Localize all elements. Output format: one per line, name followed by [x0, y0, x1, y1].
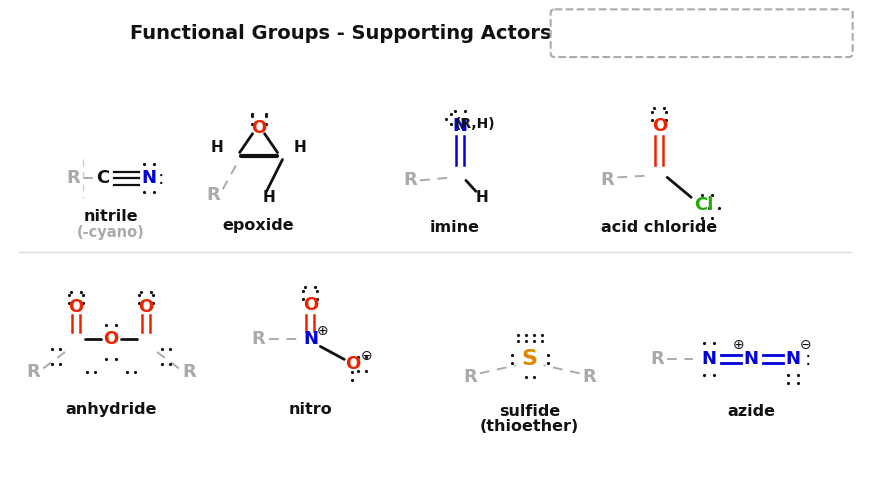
- Text: ⊕: ⊕: [733, 338, 744, 353]
- Text: R: R: [650, 350, 663, 369]
- Text: Cl: Cl: [693, 196, 713, 214]
- Text: O: O: [651, 117, 667, 135]
- Text: N: N: [785, 350, 799, 369]
- Text: N: N: [302, 330, 317, 349]
- Text: sulfide: sulfide: [499, 404, 560, 419]
- Text: imine: imine: [429, 220, 480, 235]
- Text: N: N: [700, 350, 716, 369]
- Text: C: C: [96, 170, 109, 187]
- Text: epoxide: epoxide: [222, 218, 294, 233]
- Text: Functional Groups - Supporting Actors: Functional Groups - Supporting Actors: [129, 24, 550, 43]
- Text: (-cyano): (-cyano): [77, 225, 145, 240]
- Text: R: R: [66, 170, 80, 187]
- Text: H: H: [475, 190, 488, 205]
- Text: R: R: [600, 172, 614, 189]
- Text: acid chloride: acid chloride: [600, 220, 717, 235]
- Text: R: R: [462, 368, 476, 386]
- Text: R: R: [402, 172, 416, 189]
- Text: N: N: [743, 350, 758, 369]
- Text: :: :: [804, 350, 810, 369]
- Text: R: R: [182, 363, 196, 381]
- FancyBboxPatch shape: [550, 9, 852, 57]
- Text: ⊕: ⊕: [316, 323, 328, 338]
- Text: R: R: [569, 24, 581, 42]
- Text: anhydride: anhydride: [65, 402, 156, 417]
- Text: nitro: nitro: [289, 402, 332, 417]
- Text: O: O: [302, 296, 318, 313]
- Text: H: H: [294, 140, 307, 155]
- Text: R: R: [207, 186, 221, 204]
- Text: (thioether): (thioether): [480, 420, 579, 434]
- Text: azide: azide: [726, 404, 774, 419]
- Text: N: N: [142, 170, 156, 187]
- Text: O: O: [344, 355, 360, 373]
- Text: (R,H): (R,H): [454, 117, 494, 131]
- Text: O: O: [138, 298, 153, 315]
- Text: nitrile: nitrile: [83, 209, 138, 224]
- Text: R: R: [582, 368, 595, 386]
- Text: ⊖: ⊖: [360, 349, 372, 364]
- Text: O: O: [250, 119, 266, 137]
- Text: N: N: [452, 117, 467, 135]
- Text: H: H: [210, 140, 222, 155]
- Text: H: H: [262, 190, 275, 205]
- Text: S: S: [521, 349, 537, 370]
- Text: O: O: [69, 298, 83, 315]
- Text: ⊖: ⊖: [799, 338, 811, 353]
- Text: O: O: [103, 330, 118, 349]
- Text: R: R: [26, 363, 40, 381]
- Text: R: R: [251, 330, 265, 349]
- Text: :: :: [157, 169, 164, 188]
- Text: is a carbon substituent: is a carbon substituent: [584, 26, 764, 41]
